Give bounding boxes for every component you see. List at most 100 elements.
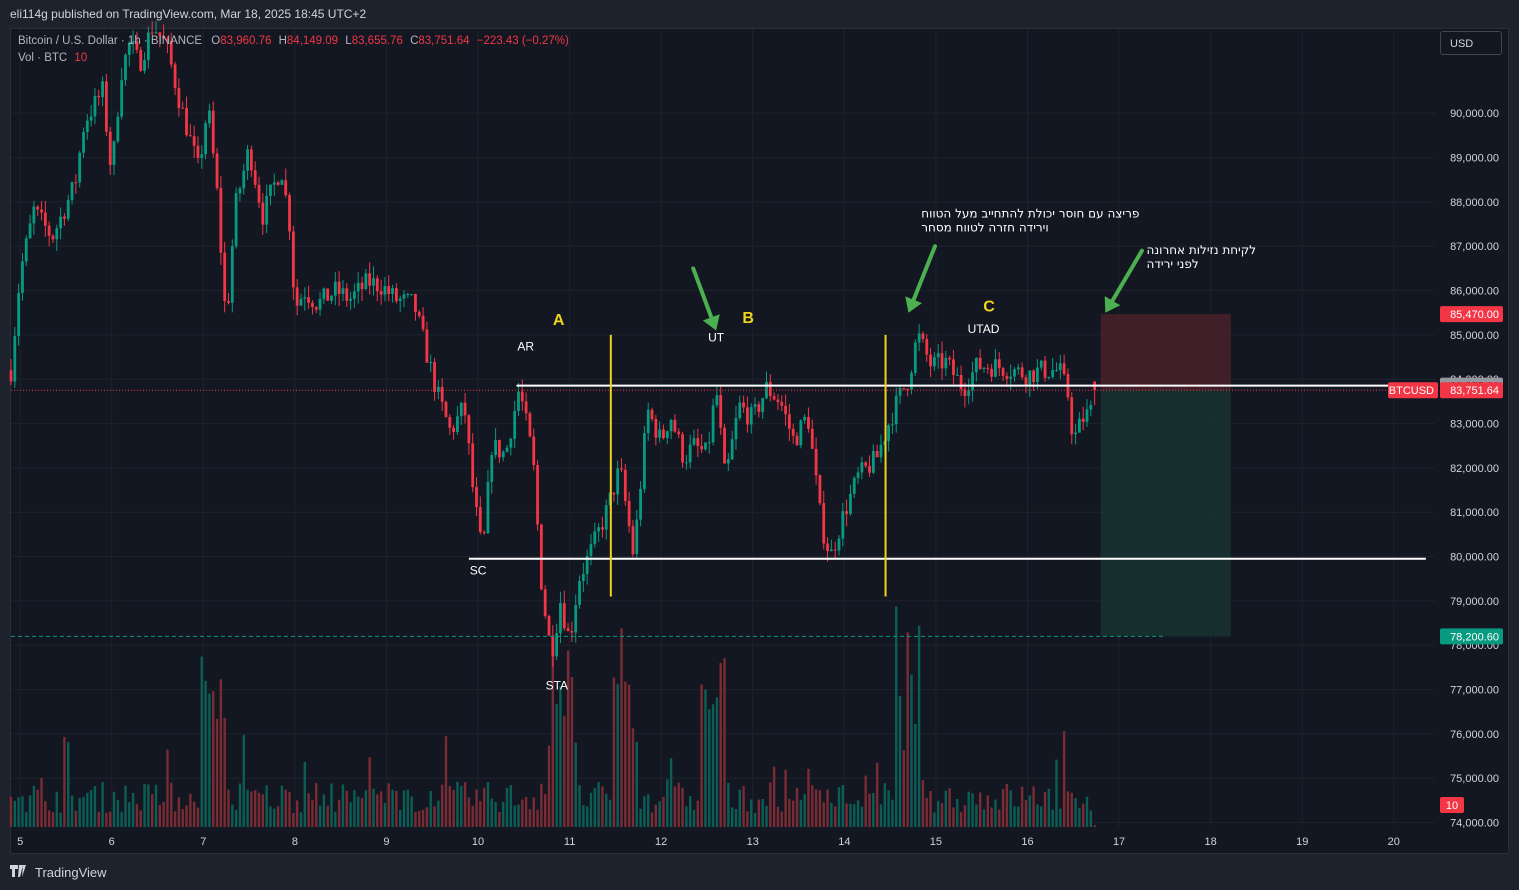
volume-bar xyxy=(650,812,654,827)
y-tick-label: 80,000.00 xyxy=(1450,552,1499,564)
y-tick-label: 75,000.00 xyxy=(1450,773,1499,785)
volume-bar xyxy=(1078,808,1081,827)
volume-bar xyxy=(528,809,532,827)
volume-bar xyxy=(63,736,66,827)
candle-body xyxy=(391,288,394,295)
volume-bar xyxy=(513,805,516,827)
volume-legend: Vol · BTC 10 xyxy=(18,52,87,64)
candle-body xyxy=(47,225,51,236)
candle-body xyxy=(1070,397,1074,435)
candle-body xyxy=(127,42,131,55)
candle-body xyxy=(868,465,871,473)
volume-bar xyxy=(872,793,875,827)
volume-bar xyxy=(895,606,898,827)
candle-body xyxy=(234,193,238,247)
volume-bar xyxy=(975,804,978,827)
candle-body xyxy=(1028,370,1032,386)
candle-body xyxy=(940,353,944,369)
y-tick-label: 76,000.00 xyxy=(1450,729,1499,741)
volume-badge xyxy=(1440,797,1464,813)
volume-bar xyxy=(1085,796,1089,827)
volume-bar xyxy=(139,810,142,827)
volume-bar xyxy=(910,674,913,827)
symbol-name: Bitcoin / U.S. Dollar · 1h · BINANCE xyxy=(18,35,203,47)
volume-bar xyxy=(173,811,177,827)
volume-bar xyxy=(410,796,413,827)
volume-bar xyxy=(891,799,894,827)
published-info: eli114g published on TradingView.com, Ma… xyxy=(10,7,367,21)
candle-body xyxy=(219,188,223,253)
close-value: 83,751.64 xyxy=(418,35,470,47)
volume-bar xyxy=(532,797,535,827)
volume-bar xyxy=(776,806,780,827)
candle-body xyxy=(913,342,917,373)
candle-body xyxy=(875,450,879,458)
candle-body xyxy=(841,511,845,539)
candle-body xyxy=(505,447,509,452)
currency-button[interactable]: USD xyxy=(1440,31,1502,55)
candle-body xyxy=(299,298,303,306)
volume-bar xyxy=(738,789,741,827)
volume-bar xyxy=(269,806,272,827)
volume-bar xyxy=(78,798,81,827)
volume-bar xyxy=(982,809,986,827)
candle-body xyxy=(650,409,654,420)
low-value: 83,655.76 xyxy=(351,35,403,47)
candle-body xyxy=(871,450,875,473)
candle-body xyxy=(307,297,311,303)
candle-body xyxy=(776,399,780,403)
symbol-legend: Bitcoin / U.S. Dollar · 1h · BINANCE O83… xyxy=(18,35,569,47)
volume-bar xyxy=(246,789,249,827)
candle-body xyxy=(146,32,150,60)
candle-body xyxy=(860,462,864,473)
volume-bar xyxy=(158,804,162,827)
candle-body xyxy=(837,538,841,551)
y-tick-label: 77,000.00 xyxy=(1450,685,1499,697)
arrow-shaft-3 xyxy=(1110,248,1144,303)
candle-body xyxy=(246,149,249,171)
candle-body xyxy=(349,298,352,301)
volume-bar xyxy=(55,791,58,827)
candle-body xyxy=(177,88,181,108)
candle-body xyxy=(333,281,337,296)
candle-body xyxy=(181,107,185,109)
symbol-tag-text: BTCUSD xyxy=(1389,385,1434,397)
stop-price-text: 85,470.00 xyxy=(1450,309,1499,321)
volume-bar xyxy=(387,783,390,827)
candle-body xyxy=(742,402,746,408)
volume-bar xyxy=(208,693,211,827)
chart-frame[interactable] xyxy=(10,28,1509,854)
candle-body xyxy=(1036,367,1039,382)
volume-bar xyxy=(437,800,440,827)
volume-bar xyxy=(1093,825,1096,827)
tradingview-brand-label: TradingView xyxy=(35,865,107,880)
volume-bar xyxy=(818,790,822,827)
volume-bar xyxy=(17,797,20,827)
note-line: פריצה עם חוסר יכולת להתחייב מעל הטווח xyxy=(921,206,1139,220)
volume-bar xyxy=(32,785,36,827)
candle-body xyxy=(463,402,467,416)
volume-bar xyxy=(517,804,520,827)
candle-body xyxy=(681,434,684,463)
candle-body xyxy=(856,472,860,478)
volume-bar xyxy=(353,790,356,827)
candle-body xyxy=(810,428,814,449)
volume-bar xyxy=(334,811,337,827)
candle-body xyxy=(1047,376,1051,378)
candle-body xyxy=(1055,370,1058,372)
volume-bar xyxy=(276,806,280,827)
volume-bar xyxy=(21,796,24,827)
target-price-text: 78,200.60 xyxy=(1450,631,1499,643)
tradingview-brand[interactable]: TradingView xyxy=(10,865,107,880)
candle-body xyxy=(1013,369,1016,377)
current-price-badge xyxy=(1440,382,1503,399)
volume-bar xyxy=(418,810,421,827)
volume-bar xyxy=(505,787,509,827)
volume-bar xyxy=(509,785,513,827)
volume-bar xyxy=(582,805,585,827)
volume-bar xyxy=(647,794,650,827)
volume-bar xyxy=(711,704,715,827)
candle-body xyxy=(436,386,440,392)
volume-bar xyxy=(551,655,555,827)
